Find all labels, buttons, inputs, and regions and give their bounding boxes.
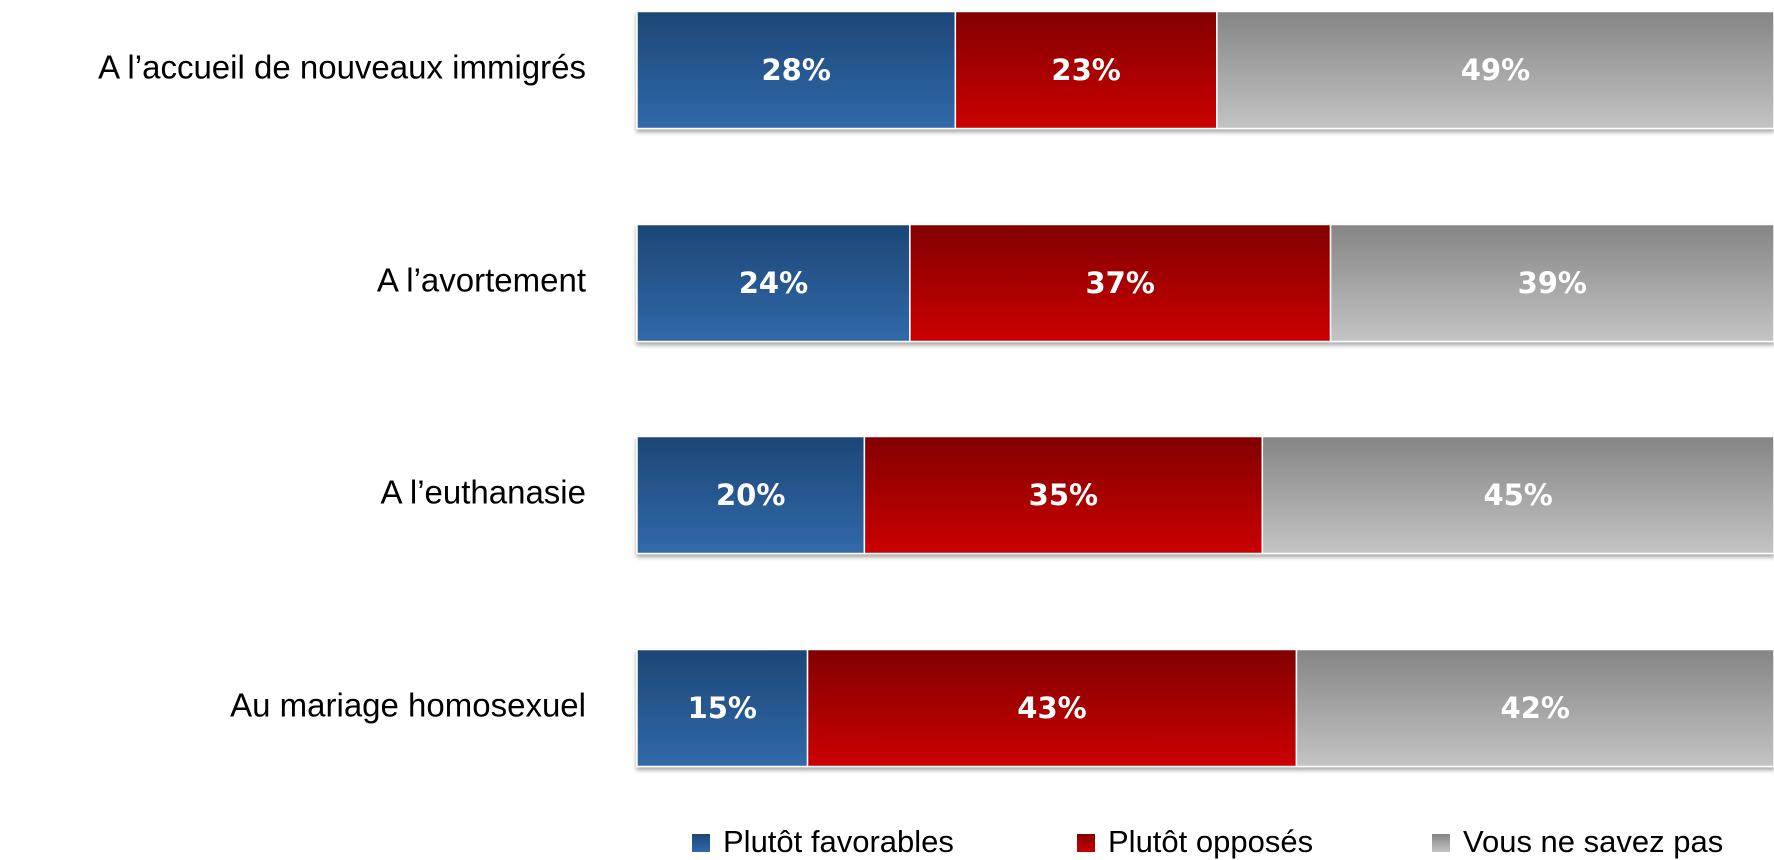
- data-label: 15%: [688, 691, 757, 725]
- legend-swatch: [1432, 834, 1450, 852]
- bar-segment: [636, 648, 809, 768]
- data-label: 28%: [761, 53, 830, 87]
- legend-label: Plutôt opposés: [1108, 824, 1313, 859]
- data-label: 43%: [1017, 691, 1086, 725]
- category-label: A l’euthanasie: [381, 474, 587, 511]
- category-label: A l’accueil de nouveaux immigrés: [98, 49, 586, 86]
- data-label: 37%: [1086, 266, 1155, 300]
- bar-segment: [636, 223, 911, 343]
- bar-group: [636, 10, 1774, 130]
- bar-segment: [806, 648, 1298, 768]
- data-label: 23%: [1051, 53, 1120, 87]
- data-label: 45%: [1483, 478, 1552, 512]
- data-label: 20%: [716, 478, 785, 512]
- category-label: A l’avortement: [377, 262, 586, 299]
- data-label: 35%: [1029, 478, 1098, 512]
- data-label: 24%: [739, 266, 808, 300]
- bar-segment: [909, 223, 1332, 343]
- bar-group: [636, 223, 1774, 343]
- data-label: 42%: [1501, 691, 1570, 725]
- legend-swatch: [1077, 834, 1095, 852]
- bar-segment: [954, 10, 1218, 130]
- bar-segment: [863, 435, 1264, 555]
- bar-segment: [636, 10, 957, 130]
- data-label: 39%: [1518, 266, 1587, 300]
- bar-segment: [636, 435, 866, 555]
- bar-group: [636, 435, 1774, 555]
- legend-label: Plutôt favorables: [723, 824, 954, 859]
- data-label: 49%: [1461, 53, 1530, 87]
- bar-segment: [1216, 10, 1774, 130]
- bar-segment: [1295, 648, 1774, 768]
- legend-swatch: [692, 834, 710, 852]
- legend-label: Vous ne savez pas: [1463, 824, 1723, 859]
- bar-segment: [1329, 223, 1774, 343]
- category-label: Au mariage homosexuel: [230, 687, 586, 724]
- bar-group: [636, 648, 1774, 768]
